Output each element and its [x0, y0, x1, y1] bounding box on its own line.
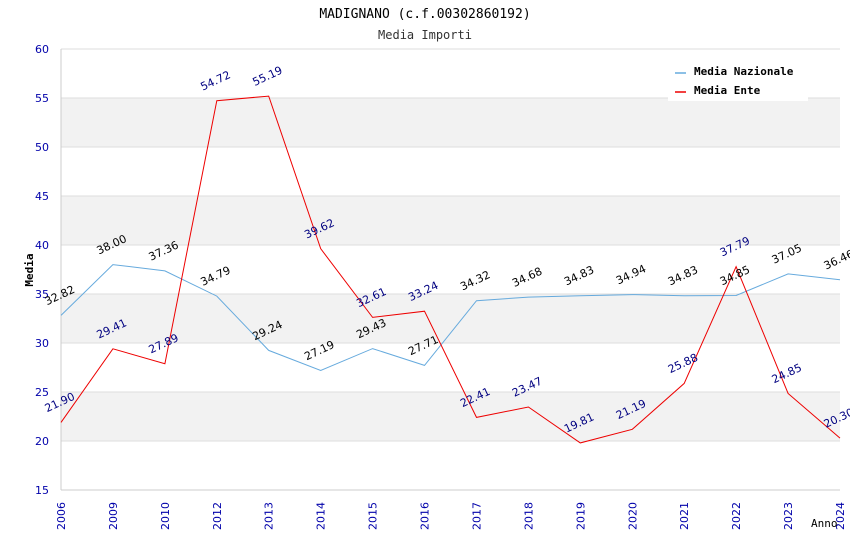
x-tick-label: 2023: [782, 502, 795, 530]
x-tick-label: 2021: [678, 502, 691, 530]
x-tick-label: 2019: [574, 502, 587, 530]
x-tick-label: 2006: [55, 502, 68, 530]
legend-label-media-ente: Media Ente: [694, 84, 761, 97]
y-tick-label: 15: [35, 484, 49, 497]
y-tick-label: 20: [35, 435, 49, 448]
y-tick-label: 35: [35, 288, 49, 301]
plot-bands: [61, 98, 840, 441]
y-tick-label: 30: [35, 337, 49, 350]
series-lines: [60, 95, 841, 444]
x-tick-label: 2010: [159, 502, 172, 530]
plot-band: [61, 98, 840, 147]
y-tick-label: 25: [35, 386, 49, 399]
x-tick-label: 2012: [211, 502, 224, 530]
y-tick-label: 45: [35, 190, 49, 203]
x-tick-label: 2015: [367, 502, 380, 530]
legend-box: [668, 61, 808, 101]
x-ticks: 2006 2009 2010 2012 2013 2014 2015 2016 2017 2018…: [55, 502, 847, 530]
y-tick-label: 50: [35, 141, 49, 154]
chart-subtitle: Media Importi: [378, 28, 472, 42]
x-tick-label: 2018: [522, 502, 535, 530]
series-line-media-nazionale: [60, 264, 841, 372]
plot-band: [61, 196, 840, 245]
series-line-media-ente: [60, 95, 841, 444]
x-tick-label: 2016: [419, 502, 432, 530]
y-ticks: 15 20 25 30 35 40 45 50 55 60: [35, 43, 49, 497]
x-tick-label: 2020: [626, 502, 639, 530]
x-tick-label: 2009: [107, 502, 120, 530]
y-axis-label: Media: [23, 253, 36, 286]
plot-band: [61, 392, 840, 441]
x-tick-label: 2022: [730, 502, 743, 530]
x-tick-label: 2013: [263, 502, 276, 530]
y-tick-label: 55: [35, 92, 49, 105]
x-axis-label: Anno: [811, 517, 838, 530]
axes: [60, 49, 840, 491]
legend: Media Nazionale Media Ente: [668, 61, 808, 101]
legend-label-media-nazionale: Media Nazionale: [694, 65, 794, 78]
y-tick-label: 40: [35, 239, 49, 252]
x-tick-label: 2024: [834, 502, 847, 530]
gridlines: [61, 48, 840, 491]
y-tick-label: 60: [35, 43, 49, 56]
plot-band: [61, 294, 840, 343]
x-tick-label: 2014: [315, 502, 328, 530]
chart-title: MADIGNANO (c.f.00302860192): [319, 7, 530, 22]
x-tick-label: 2017: [470, 502, 483, 530]
